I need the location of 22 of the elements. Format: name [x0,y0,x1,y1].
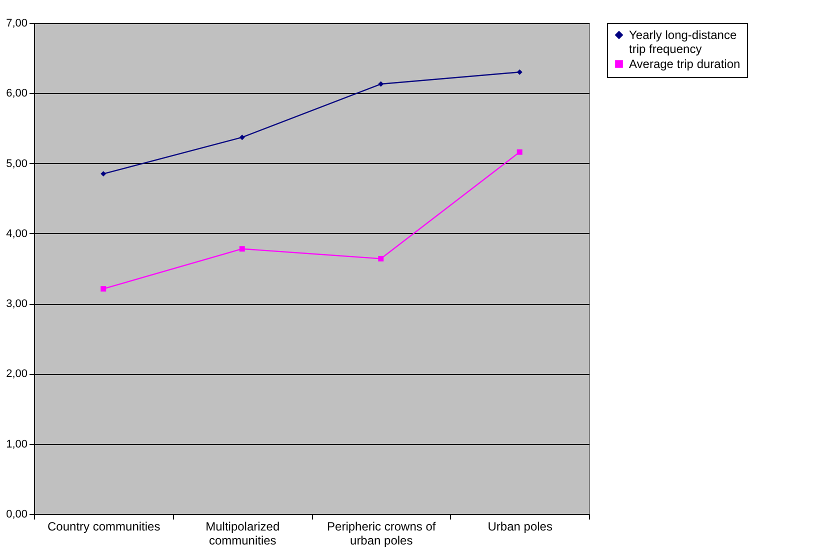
point [100,171,106,177]
point [378,81,384,87]
x-tick-label: Urban poles [488,520,552,534]
legend-label: Average trip duration [629,57,740,71]
y-tick-label: 4,00 [6,228,28,240]
point [516,149,522,155]
point [516,69,522,75]
point [239,134,245,140]
point [239,246,245,252]
x-tick-label: Multipolarized communities [206,520,280,548]
point [100,286,106,292]
x-tick-label: Country communities [48,520,160,534]
point [378,256,384,262]
legend-label: Yearly long-distance trip frequency [629,28,737,56]
x-tick-label: Peripheric crowns of urban poles [327,520,436,548]
y-tick-label: 7,00 [6,18,28,30]
y-tick-label: 5,00 [6,158,28,170]
y-tick-label: 3,00 [6,298,28,310]
y-tick-label: 2,00 [6,368,28,380]
y-tick-label: 0,00 [6,508,28,520]
y-tick-label: 1,00 [6,438,28,450]
y-tick-label: 6,00 [6,88,28,100]
